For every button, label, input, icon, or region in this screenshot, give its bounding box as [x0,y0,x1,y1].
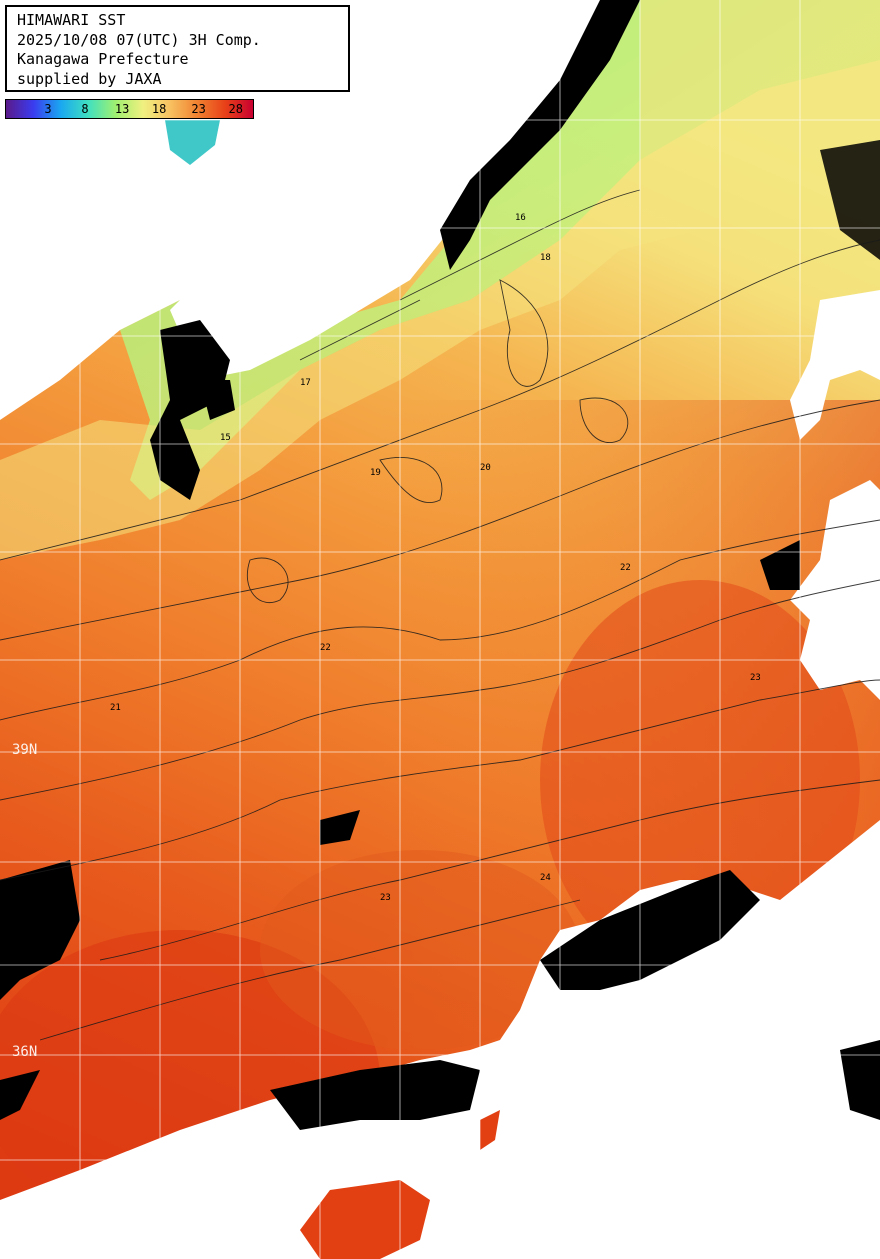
lat-label-36n: 36N [12,1044,38,1060]
cloud-south-coast [270,1060,480,1130]
cloud-southwest-coast [0,1070,40,1120]
cloud-patch-noto [200,380,235,420]
color-scale-tick: 28 [228,102,243,116]
contour-label: 23 [750,673,761,683]
color-scale-labels: 3 8 13 18 23 28 [6,100,253,118]
color-scale-tick: 8 [81,102,89,116]
color-scale-bar: 3 8 13 18 23 28 [5,99,254,119]
yellow-north-band [0,0,880,560]
land-northeast [790,290,880,440]
contour-label: 22 [620,563,631,573]
contour-label: 23 [380,893,391,903]
contour-label: 21 [110,703,121,713]
cloud-coast-north [440,0,640,270]
color-scale-tick: 18 [151,102,167,116]
cloud-east-edge [760,540,800,590]
lat-label-39n: 39N [12,742,38,758]
warm-core-east [540,580,860,980]
contour-label: 22 [320,643,331,653]
contour-label: 15 [220,433,231,443]
island-south [300,1180,430,1259]
contour-label: 24 [540,873,551,883]
warm-core-mid [260,850,580,1050]
cloud-small [320,810,360,845]
title-box: HIMAWARI SST 2025/10/08 07(UTC) 3H Comp.… [5,5,350,92]
contour-label: 17 [300,378,311,388]
color-scale-tick: 23 [191,102,206,116]
contour-label: 19 [370,468,381,478]
cloud-far-east [840,1040,880,1120]
cloud-coast-noto [150,320,230,500]
color-scale-tick: 3 [44,102,52,116]
title-line-3: Kanagawa Prefecture [17,50,189,68]
island-small-south [480,1110,500,1150]
cloud-ne-scatter [820,140,880,260]
title-line-4: supplied by JAXA [17,69,162,88]
contour-label-group: 17 15 16 18 19 20 21 22 23 24 22 23 [110,213,761,903]
title-line-2: 2025/10/08 07(UTC) 3H Comp. [17,30,261,49]
contour-label: 18 [540,253,551,263]
contour-label: 20 [480,463,491,473]
cloud-bay [540,870,760,990]
land-island-nw [165,120,220,165]
color-scale-tick: 13 [114,102,130,116]
title-line-1: HIMAWARI SST [17,11,126,29]
land-east-peninsula [790,480,880,700]
contour-label: 16 [515,213,526,223]
